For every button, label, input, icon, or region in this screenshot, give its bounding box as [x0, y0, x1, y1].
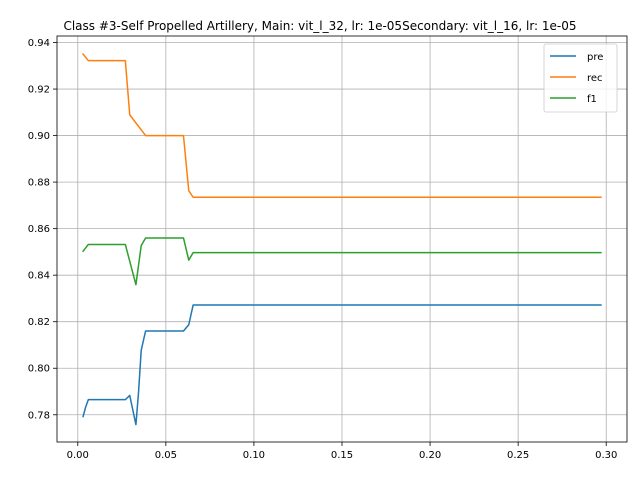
y-tick-label: 0.94: [28, 38, 50, 49]
y-tick-label: 0.86: [28, 224, 50, 235]
x-tick-label: 0.25: [507, 450, 529, 461]
y-tick-label: 0.92: [28, 85, 50, 96]
x-tick-label: 0.20: [419, 450, 441, 461]
chart-title: Class #3-Self Propelled Artillery, Main:…: [63, 19, 576, 33]
axis-ticks: 0.00 0.05 0.10 0.15 0.20 0.25 0.30 0.78 0.80 0.82…: [28, 38, 618, 461]
x-tick-label: 0.10: [243, 450, 265, 461]
y-tick-label: 0.80: [28, 364, 50, 375]
series-line-rec: [82, 53, 602, 198]
y-tick-label: 0.78: [28, 410, 50, 421]
x-tick-label: 0.05: [155, 450, 177, 461]
legend-box: [543, 43, 618, 113]
x-tick-label: 0.00: [67, 450, 89, 461]
series-lines: [82, 53, 602, 426]
legend-label-pre: pre: [587, 52, 603, 63]
series-line-pre: [82, 304, 602, 426]
y-tick-label: 0.88: [28, 178, 50, 189]
legend-label-rec: rec: [587, 73, 603, 84]
y-tick-label: 0.82: [28, 317, 50, 328]
x-tick-label: 0.30: [595, 450, 617, 461]
legend: pre rec f1: [543, 43, 618, 113]
x-tick-label: 0.15: [331, 450, 353, 461]
y-tick-label: 0.84: [28, 271, 50, 282]
y-tick-label: 0.90: [28, 131, 50, 142]
series-line-f1: [82, 237, 602, 286]
legend-label-f1: f1: [587, 94, 597, 105]
grid-lines: [57, 36, 627, 442]
